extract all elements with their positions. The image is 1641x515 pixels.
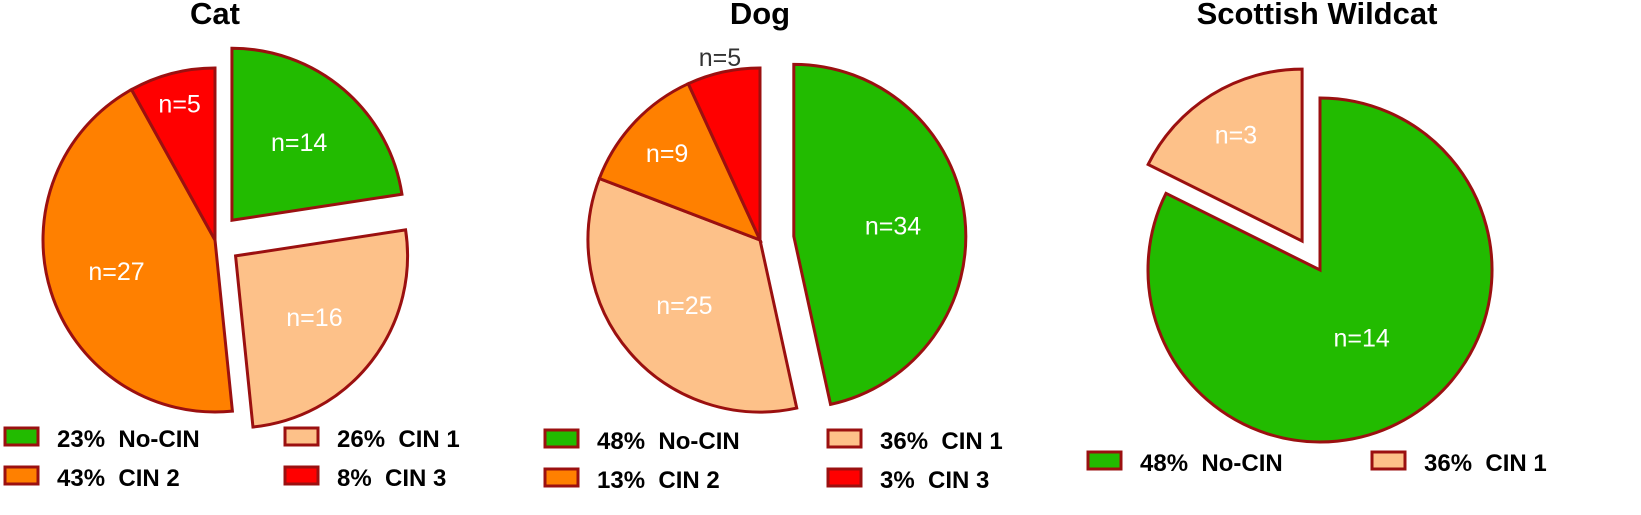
pie-chart-cat: Cat n=14 n=16 n=27 n=5 23% No-CIN 26% CIN 1 43%… — [3, 0, 460, 492]
chart-title: Scottish Wildcat — [1197, 0, 1438, 31]
pie-chart-scottish-wildcat: Scottish Wildcat n=14 n=3 48% No-CIN 36% CIN… — [1086, 0, 1547, 477]
slice-cin3 — [129, 66, 217, 246]
legend-label-no-cin: 23% No-CIN — [57, 426, 200, 453]
slice-label-cin1: n=25 — [656, 292, 712, 320]
legend-swatch-cin3 — [826, 467, 863, 488]
slice-no-cin — [1146, 96, 1494, 444]
slice-cin2 — [597, 81, 763, 243]
legend-swatch-cin1 — [283, 426, 320, 447]
legend-label-cin2: 13% CIN 2 — [597, 467, 720, 494]
slice-cin1 — [233, 228, 409, 429]
slice-label-cin1: n=3 — [1215, 121, 1257, 149]
legend-swatch-no-cin — [1086, 450, 1123, 471]
slice-cin2 — [41, 87, 235, 414]
legend-swatch-cin1 — [826, 428, 863, 449]
legend-label-cin1: 26% CIN 1 — [337, 426, 460, 453]
slice-label-cin3: n=5 — [699, 44, 741, 72]
legend-swatch-no-cin — [543, 428, 580, 449]
legend-label-no-cin: 48% No-CIN — [597, 428, 740, 455]
slice-label-no-cin: n=34 — [865, 213, 921, 241]
legend-label-cin3: 3% CIN 3 — [880, 467, 989, 494]
slice-label-no-cin: n=14 — [1333, 324, 1389, 352]
slice-label-cin1: n=16 — [286, 304, 342, 332]
slice-label-no-cin: n=14 — [271, 129, 327, 157]
legend-label-cin1: 36% CIN 1 — [1424, 450, 1547, 477]
slice-label-cin2: n=9 — [646, 140, 688, 168]
legend-swatch-cin2 — [3, 465, 40, 486]
slice-cin1 — [1146, 67, 1304, 244]
slice-no-cin — [230, 46, 404, 223]
legend-swatch-no-cin — [3, 426, 40, 447]
slice-cin3 — [686, 66, 762, 241]
legend-swatch-cin3 — [283, 465, 320, 486]
chart-title: Cat — [190, 0, 240, 31]
slice-no-cin — [792, 62, 968, 407]
legend-label-cin3: 8% CIN 3 — [337, 465, 446, 492]
slice-label-cin3: n=5 — [158, 90, 200, 118]
legend-label-cin1: 36% CIN 1 — [880, 428, 1003, 455]
chart-title: Dog — [730, 0, 790, 31]
legend-swatch-cin2 — [543, 467, 580, 488]
legend-swatch-cin1 — [1370, 450, 1407, 471]
slice-label-cin2: n=27 — [88, 258, 144, 286]
legend-label-no-cin: 48% No-CIN — [1140, 450, 1283, 477]
slice-cin1 — [586, 176, 799, 414]
legend-label-cin2: 43% CIN 2 — [57, 465, 180, 492]
pie-chart-dog: Dog n=34 n=25 n=9 n=5 48% No-CIN 36% CIN 1 13% … — [543, 0, 1003, 494]
